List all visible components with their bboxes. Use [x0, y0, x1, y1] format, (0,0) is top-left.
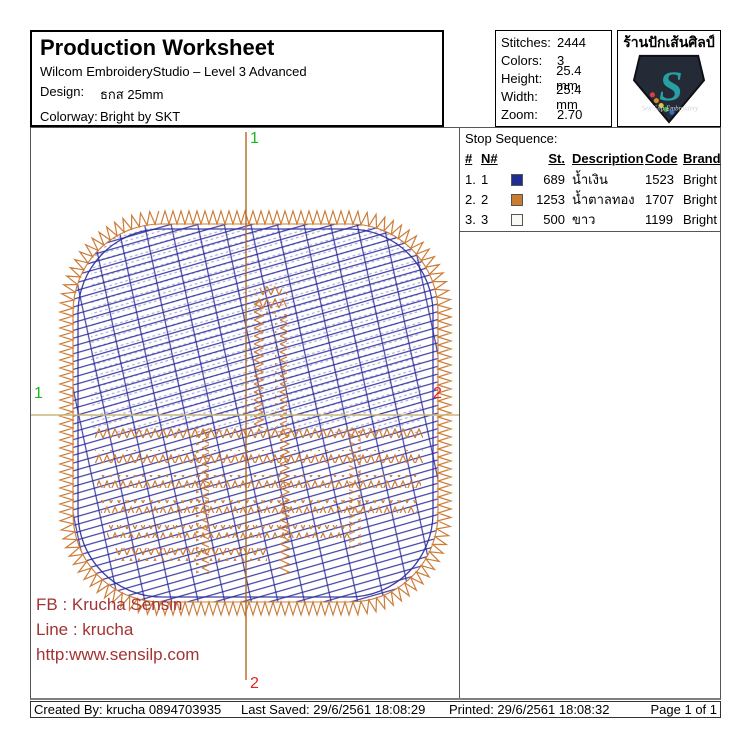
logo-caption: Sen-Silp Embroidery [642, 105, 700, 112]
header-info-panel: Production Worksheet Wilcom EmbroiderySt… [30, 30, 444, 127]
footer-created-by: Created By: krucha 0894703935 [34, 702, 222, 717]
col-st: St. [548, 151, 565, 166]
stop-sequence-header-row: # N# St. Description Code Brand [465, 148, 721, 169]
design-label: Design: [40, 84, 85, 99]
col-brand: Brand [683, 151, 721, 166]
design-preview: 1 1 2 2 FB : Krucha Sensin Line : krucha… [31, 128, 459, 698]
thread-color-swatch [511, 193, 523, 206]
stop-sequence-title: Stop Sequence: [465, 131, 558, 146]
stop-sequence-table: Stop Sequence: # N# St. Description Code… [460, 128, 721, 232]
design-stats-panel: Stitches: 2444 Colors: 3 Height: 25.4 mm… [495, 30, 612, 127]
zigzag-border-stitches [57, 208, 454, 618]
start-marker-top: 1 [250, 130, 259, 147]
watermark-url-line: http:www.sensilp.com [36, 645, 200, 664]
svg-text:S: S [659, 64, 683, 111]
col-code: Code [645, 151, 678, 166]
col-num: # [465, 151, 473, 166]
stat-width: Width: 25.4 mm [501, 81, 582, 112]
watermark-fb-line: FB : Krucha Sensin [36, 595, 183, 614]
end-marker-bottom: 2 [250, 675, 259, 692]
stitch-plot [31, 132, 459, 680]
emblem-stitches [95, 286, 423, 574]
watermark-line-line: Line : krucha [36, 620, 134, 639]
shop-logo-panel: ร้านปักเส้นศิลป์ S Sen-Silp Embroidery [617, 30, 721, 127]
col-description: Description [572, 151, 644, 166]
col-n: N# [481, 151, 498, 166]
stop-row-3: 3. 3 500 ขาว 1199 Bright [465, 212, 717, 227]
shop-logo-shield-icon: S Sen-Silp Embroidery [632, 54, 706, 124]
contact-watermark: FB : Krucha Sensin Line : krucha http:ww… [36, 592, 199, 667]
thread-color-swatch [511, 173, 523, 186]
footer-last-saved: Last Saved: 29/6/2561 18:08:29 [241, 702, 426, 717]
stat-colors: Colors: 3 [501, 52, 565, 68]
software-name: Wilcom EmbroideryStudio – Level 3 Advanc… [40, 64, 307, 79]
stat-height: Height: 25.4 mm [501, 63, 582, 94]
start-marker-left: 1 [34, 385, 43, 402]
thread-color-swatch [511, 213, 523, 226]
design-row: Design: ธกส 25mm [40, 84, 434, 105]
footer-bar: Created By: krucha 0894703935 Last Saved… [30, 701, 721, 718]
footer-page-number: Page 1 of 1 [650, 702, 718, 717]
footer-printed: Printed: 29/6/2561 18:08:32 [449, 702, 610, 717]
design-value: ธกส 25mm [100, 87, 164, 102]
stat-stitches: Stitches: 2444 [501, 34, 586, 50]
colorway-label: Colorway: [40, 109, 98, 124]
colorway-row: Colorway: Bright by SKT [40, 109, 434, 124]
end-marker-right: 2 [433, 385, 442, 402]
stop-row-1: 1. 1 689 น้ำเงิน 1523 Bright [465, 172, 717, 187]
stat-zoom: Zoom: 2.70 [501, 107, 583, 123]
worksheet-page: Production Worksheet Wilcom EmbroiderySt… [30, 30, 721, 718]
page-title: Production Worksheet [40, 35, 275, 60]
stop-sequence-panel: Stop Sequence: # N# St. Description Code… [459, 128, 721, 698]
stop-row-2: 2. 2 1253 น้ำตาลทอง 1707 Bright [465, 192, 717, 207]
colorway-value: Bright by SKT [100, 109, 181, 124]
shop-name: ร้านปักเส้นศิลป์ [623, 34, 715, 50]
main-area: 1 1 2 2 FB : Krucha Sensin Line : krucha… [30, 127, 721, 700]
